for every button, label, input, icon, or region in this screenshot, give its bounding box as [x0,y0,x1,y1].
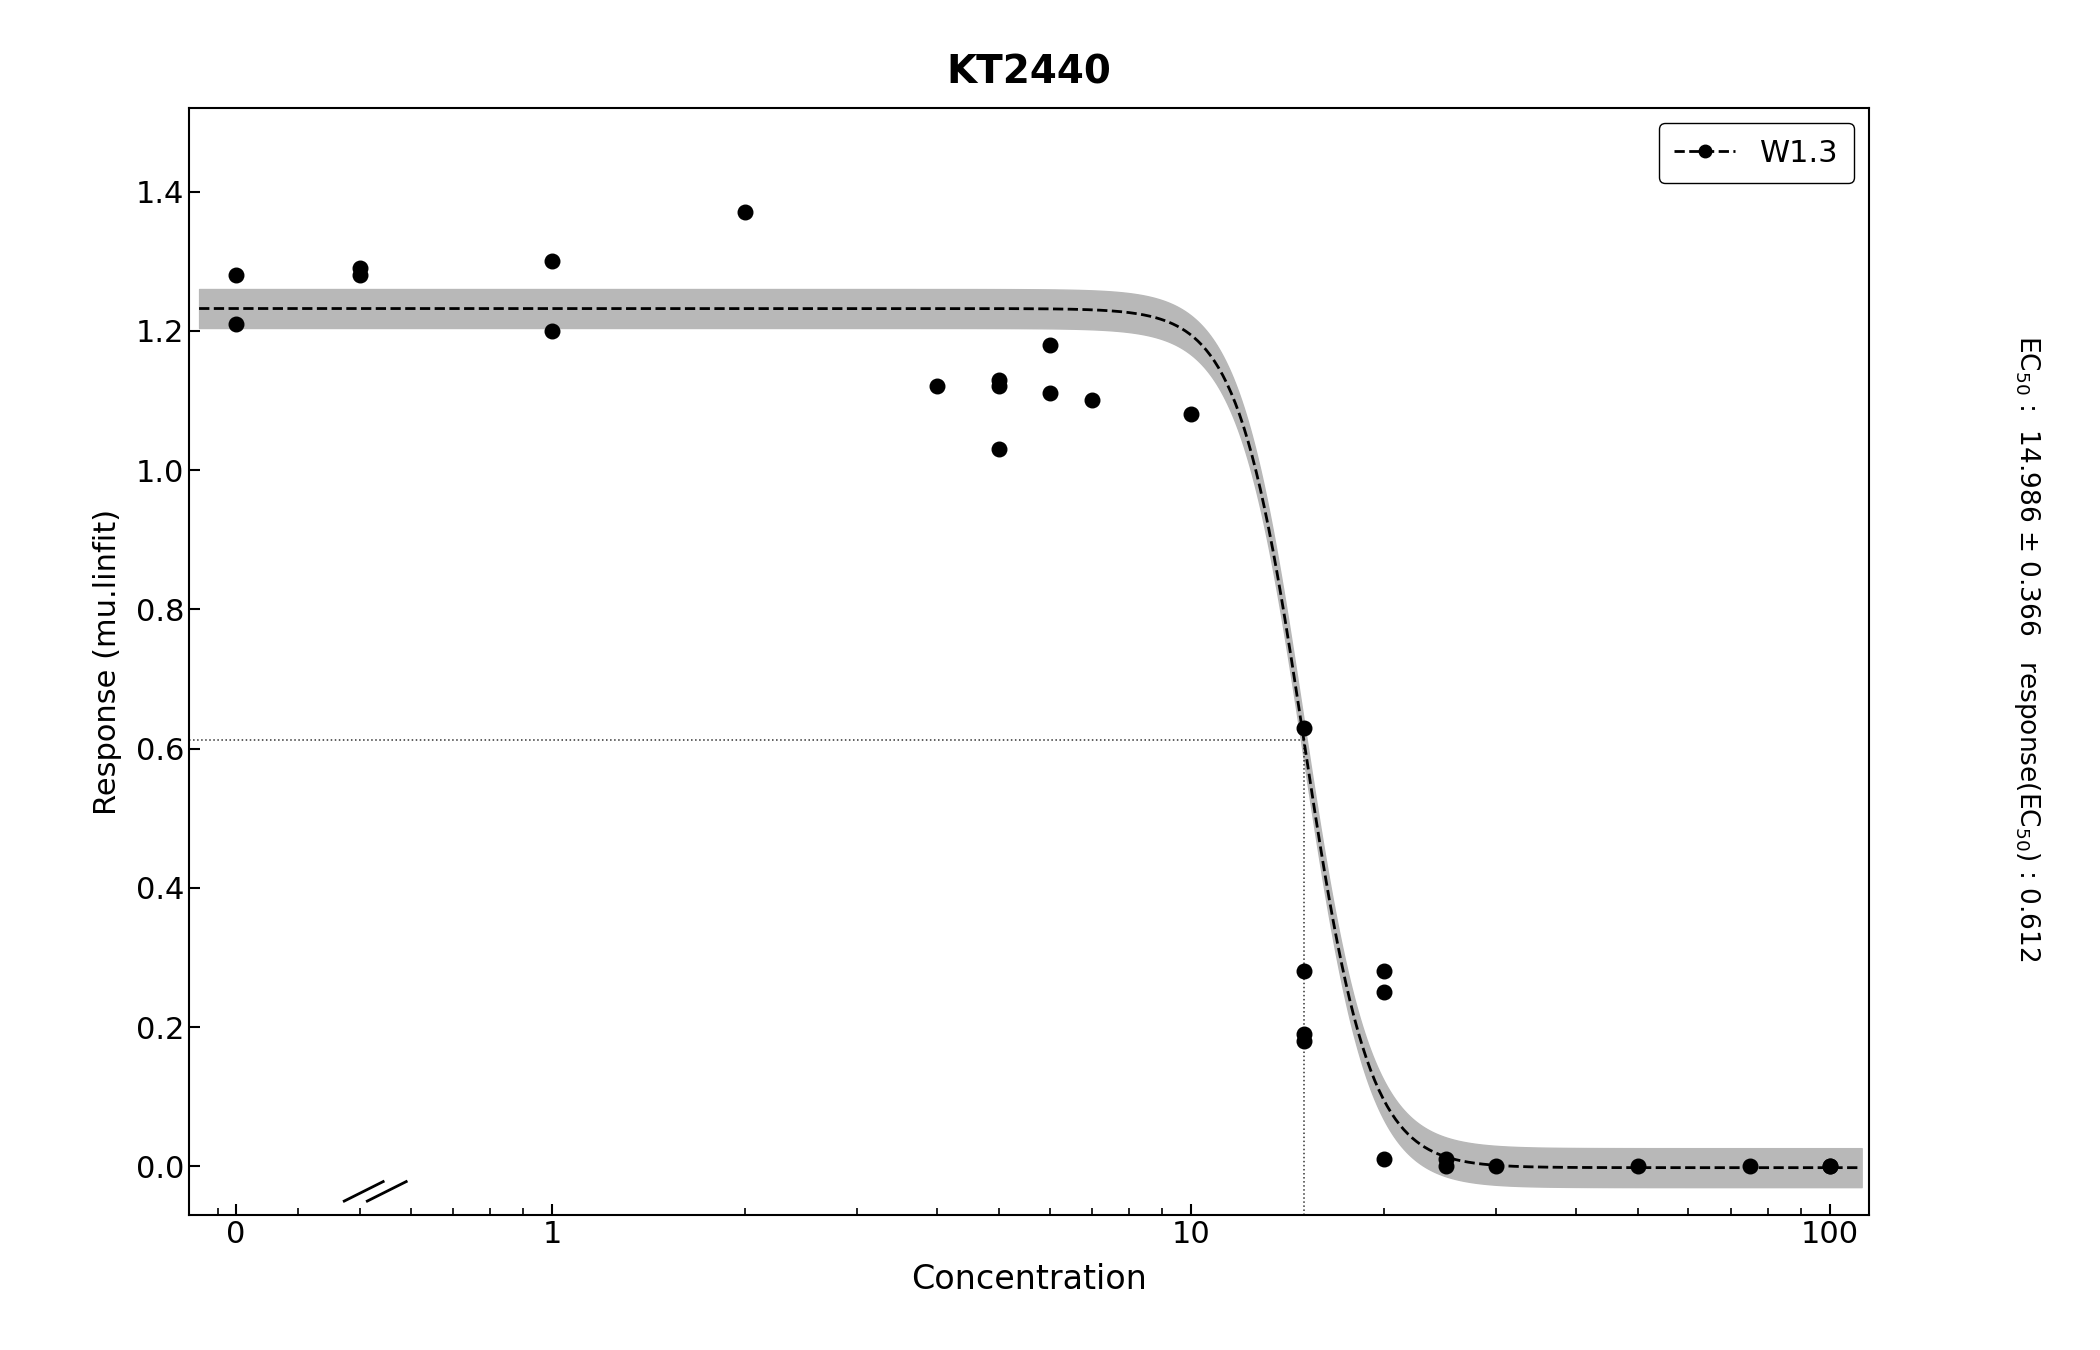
Point [983,439,1016,460]
Point [1033,382,1067,404]
Point [1814,1156,1848,1177]
Point [1621,1156,1655,1177]
Point [342,258,376,279]
Point [1075,390,1109,412]
Title: KT2440: KT2440 [947,53,1111,90]
X-axis label: Concentration: Concentration [911,1262,1147,1296]
Point [218,313,252,335]
Point [342,265,376,286]
Point [1367,981,1401,1003]
Text: EC$_{50}$ :  14.986 $\pm$ 0.366   response(EC$_{50}$) : 0.612: EC$_{50}$ : 14.986 $\pm$ 0.366 response(… [2012,335,2041,961]
Point [218,265,252,286]
Point [536,250,569,271]
Point [1814,1156,1848,1177]
Point [729,201,762,223]
Point [1287,960,1321,981]
Point [1287,1023,1321,1045]
Y-axis label: Response (mu.linfit): Response (mu.linfit) [92,509,122,814]
Point [1367,1149,1401,1170]
Point [983,369,1016,390]
Point [983,375,1016,397]
Point [1033,333,1067,355]
Point [1735,1156,1768,1177]
Point [1174,404,1208,425]
Point [1428,1149,1462,1170]
Point [1367,960,1401,981]
Point [1478,1156,1512,1177]
Point [920,375,953,397]
Point [536,320,569,342]
Point [1287,1030,1321,1052]
Legend: W1.3: W1.3 [1659,123,1854,182]
Point [1428,1156,1462,1177]
Point [1287,717,1321,738]
